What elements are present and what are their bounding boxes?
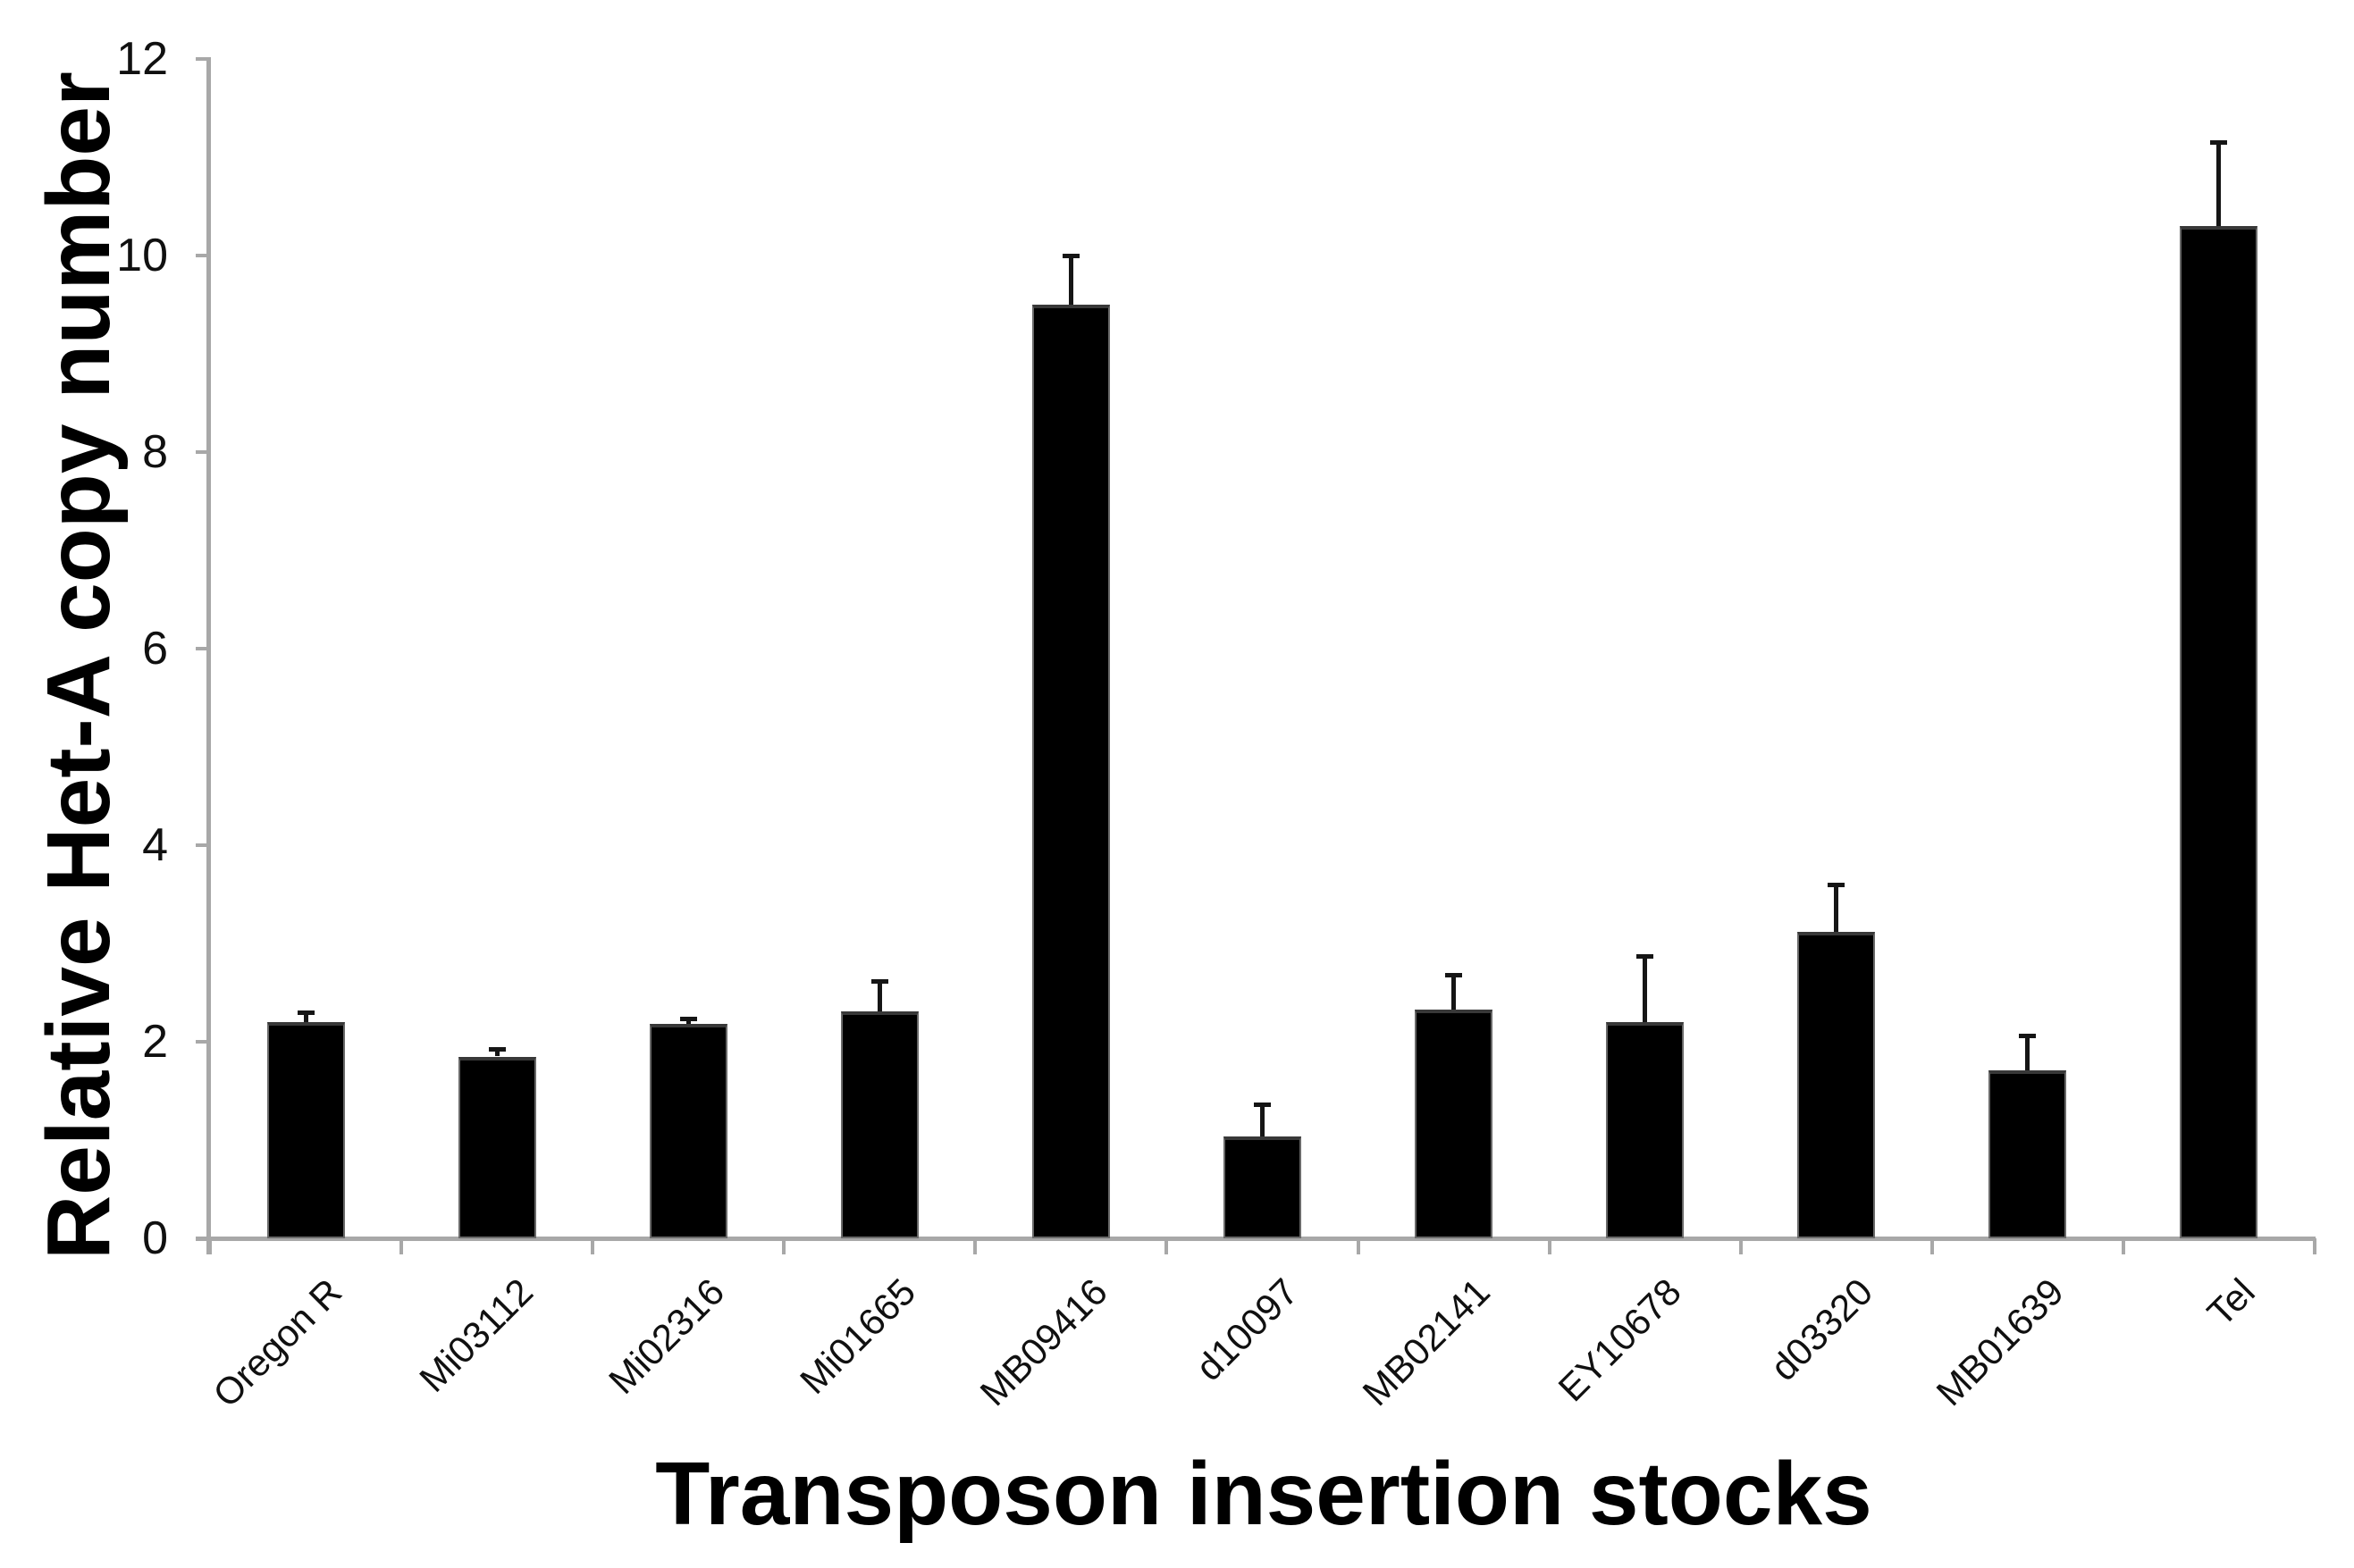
x-tick: [399, 1238, 404, 1254]
error-bar: [2216, 142, 2222, 226]
error-bar-cap: [2210, 140, 2228, 145]
x-tick: [782, 1238, 786, 1254]
x-tick-label: d03320: [1761, 1270, 1880, 1389]
bar: [2180, 226, 2258, 1238]
x-tick: [1547, 1238, 1551, 1254]
x-tick: [2313, 1238, 2316, 1254]
x-tick: [1356, 1238, 1360, 1254]
x-tick-label: d10097: [1188, 1270, 1307, 1389]
y-tick: [196, 57, 210, 61]
y-tick-label: 2: [142, 1016, 168, 1068]
error-bar: [494, 1049, 500, 1057]
y-tick-label: 8: [142, 426, 168, 478]
error-bar: [1068, 256, 1073, 305]
bar: [1415, 1009, 1493, 1238]
x-tick: [208, 1238, 212, 1254]
error-bar: [1834, 885, 1839, 932]
y-tick: [196, 843, 210, 847]
error-bar: [1643, 956, 1648, 1022]
error-bar-cap: [1828, 882, 1845, 887]
y-tick-label: 4: [142, 819, 168, 871]
y-tick: [196, 1237, 210, 1240]
y-tick-label: 12: [116, 33, 168, 85]
error-bar-cap: [870, 979, 888, 985]
x-tick: [1738, 1238, 1743, 1254]
error-bar-cap: [1062, 253, 1080, 258]
y-tick: [196, 1040, 210, 1044]
x-tick-label: Mi02316: [601, 1270, 733, 1403]
bar: [1223, 1136, 1301, 1238]
error-bar-cap: [488, 1047, 506, 1052]
x-axis-title: Transposon insertion stocks: [655, 1444, 1872, 1544]
bar: [1606, 1022, 1685, 1238]
x-tick-label: Mi01665: [792, 1270, 924, 1403]
bar: [1031, 305, 1110, 1238]
y-tick: [196, 254, 210, 257]
x-tick: [1929, 1238, 1934, 1254]
error-bar: [1451, 975, 1457, 1010]
x-tick: [973, 1238, 978, 1254]
x-tick: [591, 1238, 595, 1254]
y-tick: [196, 450, 210, 454]
bar: [1988, 1069, 2067, 1238]
error-bar-cap: [297, 1010, 315, 1015]
bar: [649, 1024, 727, 1238]
error-bar-cap: [1636, 953, 1654, 959]
bar: [266, 1022, 345, 1238]
error-bar-cap: [679, 1017, 697, 1022]
bar: [1797, 931, 1876, 1238]
error-bar-cap: [1445, 972, 1463, 977]
error-bar-cap: [2019, 1033, 2037, 1038]
x-tick: [1164, 1238, 1169, 1254]
error-bar: [303, 1012, 308, 1022]
y-tick: [196, 647, 210, 650]
y-tick-label: 6: [142, 623, 168, 675]
x-tick-label: EY10678: [1550, 1270, 1689, 1410]
x-tick-label: MB01639: [1928, 1270, 2072, 1414]
x-tick-label: MB02141: [1354, 1270, 1498, 1414]
bar: [458, 1056, 536, 1238]
error-bar-cap: [1254, 1102, 1271, 1107]
x-tick-label: Oregon R: [205, 1270, 350, 1415]
error-bar: [2025, 1036, 2030, 1070]
y-tick-label: 0: [142, 1212, 168, 1264]
bar: [840, 1010, 919, 1238]
y-tick-label: 10: [116, 230, 168, 281]
error-bar: [685, 1019, 691, 1025]
error-bar: [1260, 1104, 1265, 1136]
x-tick-label: Tel: [2198, 1270, 2264, 1335]
error-bar: [877, 981, 882, 1011]
y-axis-line: [206, 57, 211, 1254]
x-tick-label: Mi03112: [411, 1270, 542, 1400]
x-axis-line: [196, 1237, 2316, 1241]
x-tick-label: MB09416: [971, 1270, 1115, 1414]
x-tick: [2121, 1238, 2125, 1254]
